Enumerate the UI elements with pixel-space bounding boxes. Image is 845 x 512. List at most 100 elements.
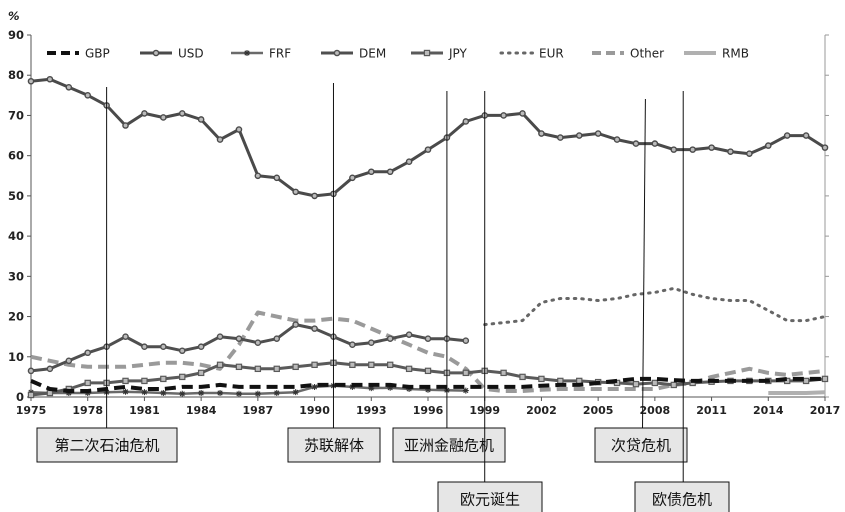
event-label-box bbox=[594, 427, 688, 463]
series-jpy-point bbox=[197, 369, 205, 377]
series-frf-point bbox=[198, 389, 205, 396]
series-jpy-point bbox=[557, 377, 564, 385]
series-dem-point bbox=[333, 49, 341, 57]
legend-item-frf: FRF bbox=[231, 47, 291, 61]
series-eur-point bbox=[711, 298, 712, 299]
event-1: 第二次石油危机 bbox=[36, 87, 178, 463]
series-jpy-point bbox=[462, 369, 470, 377]
series-frf-point bbox=[349, 383, 356, 390]
series-frf-point bbox=[141, 389, 148, 396]
series-other-point bbox=[163, 362, 164, 363]
series-usd-point bbox=[367, 168, 375, 176]
series-usd-point bbox=[311, 192, 318, 200]
series-usd-point bbox=[273, 174, 281, 182]
series-jpy-point bbox=[27, 391, 35, 399]
series-jpy-point bbox=[368, 361, 375, 369]
series-usd-point bbox=[349, 174, 356, 182]
series-frf-point bbox=[425, 386, 431, 393]
legend-label: Other bbox=[630, 47, 664, 61]
series-jpy-point bbox=[122, 377, 129, 385]
series-jpy-point bbox=[349, 361, 356, 369]
series-usd-point bbox=[783, 132, 791, 139]
series-dem-point bbox=[311, 325, 318, 332]
series-jpy-point bbox=[235, 363, 243, 371]
series-eur-point bbox=[749, 300, 750, 301]
series-jpy-point bbox=[802, 377, 810, 385]
y-tick-label: 0 bbox=[16, 390, 24, 404]
series-gbp bbox=[30, 376, 825, 393]
x-ticks: 1975 1978 1981 1984 1987 1990 1993 1996 1999 2002… bbox=[16, 397, 840, 417]
series-dem-point bbox=[84, 349, 92, 357]
series-frf-point bbox=[122, 388, 129, 395]
series-eur-point bbox=[541, 302, 542, 303]
series-rmb-line bbox=[768, 390, 826, 395]
series-eur-point bbox=[503, 322, 504, 323]
series-usd-point bbox=[727, 148, 734, 155]
series-dem-point bbox=[65, 357, 73, 365]
series-dem-point bbox=[273, 335, 281, 342]
series-frf-point bbox=[254, 390, 261, 397]
y-ticks: 0 10 20 30 40 50 60 70 80 90 bbox=[8, 28, 829, 404]
series-usd-point bbox=[292, 188, 299, 196]
legend-label: FRF bbox=[269, 47, 291, 61]
series-usd-point bbox=[65, 83, 73, 91]
series-usd-point bbox=[802, 132, 810, 139]
legend-item-dem: DEM bbox=[321, 47, 386, 61]
series-usd-point bbox=[216, 136, 224, 143]
event-4: 欧元诞生 bbox=[437, 91, 543, 512]
series-dem-point bbox=[292, 321, 299, 328]
series-usd-point bbox=[197, 116, 205, 123]
series-usd-point bbox=[632, 140, 640, 147]
series-usd-point bbox=[689, 146, 696, 153]
series-jpy-point bbox=[424, 367, 432, 375]
series-jpy-point bbox=[141, 377, 148, 385]
series-usd-point bbox=[46, 75, 54, 83]
event-label: 次贷危机 bbox=[611, 437, 671, 455]
x-tick-label: 1996 bbox=[413, 404, 444, 417]
y-tick-label: 70 bbox=[8, 108, 24, 122]
legend-label: USD bbox=[178, 47, 204, 61]
series-layer bbox=[27, 75, 829, 399]
series-dem-point bbox=[141, 343, 148, 351]
series-other-point bbox=[144, 364, 145, 365]
y-tick-label: 60 bbox=[8, 149, 24, 163]
event-5: 次贷危机 bbox=[594, 98, 688, 463]
series-dem-point bbox=[367, 339, 375, 347]
legend-label: GBP bbox=[85, 47, 110, 61]
series-dem-point bbox=[254, 339, 262, 347]
series-jpy-point bbox=[519, 373, 526, 381]
series-gbp-point bbox=[635, 378, 636, 379]
series-gbp-point bbox=[465, 386, 466, 387]
series-frf-point bbox=[160, 389, 167, 396]
legend-label: RMB bbox=[722, 47, 749, 61]
legend-item-eur: EUR bbox=[499, 47, 564, 61]
series-dem-point bbox=[122, 333, 129, 340]
event-label: 亚洲金融危机 bbox=[404, 437, 494, 455]
series-dem-line bbox=[30, 323, 466, 373]
series-frf-point bbox=[292, 389, 299, 396]
legend-item-gbp: GBP bbox=[47, 47, 110, 61]
legend-item-rmb: RMB bbox=[684, 47, 749, 61]
series-frf-point bbox=[235, 390, 242, 397]
series-usd-point bbox=[254, 172, 262, 180]
series-dem-point bbox=[46, 365, 54, 373]
event-marker-line bbox=[641, 98, 646, 441]
series-dem-point bbox=[197, 343, 205, 351]
series-dem-point bbox=[216, 333, 224, 340]
x-tick-label: 1993 bbox=[356, 404, 387, 417]
series-frf-point bbox=[273, 389, 280, 396]
series-jpy-point bbox=[292, 363, 299, 371]
series-usd-point bbox=[594, 130, 602, 137]
series-usd-point bbox=[27, 77, 35, 85]
x-tick-label: 1975 bbox=[16, 404, 47, 417]
series-usd-point bbox=[424, 146, 432, 153]
series-other-point bbox=[182, 362, 183, 363]
series-usd-point bbox=[122, 122, 129, 129]
x-tick-label: 1984 bbox=[186, 404, 217, 417]
series-jpy-point bbox=[216, 361, 224, 369]
series-gbp-point bbox=[295, 386, 296, 387]
event-label: 第二次石油危机 bbox=[54, 437, 159, 455]
series-jpy-point bbox=[821, 375, 829, 383]
series-usd-point bbox=[575, 132, 583, 139]
